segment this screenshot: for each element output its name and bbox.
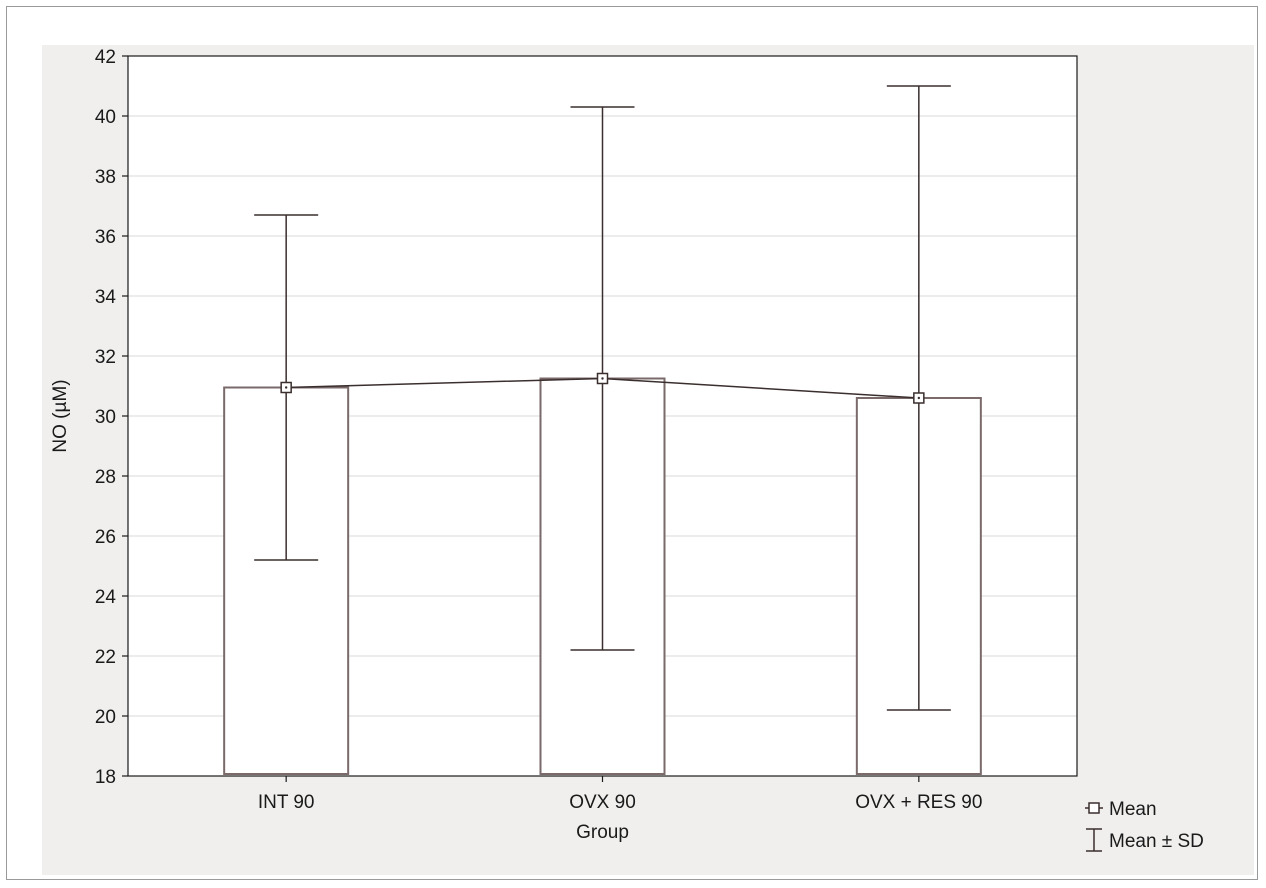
y-tick-label: 28: [95, 467, 116, 488]
x-tick-label: OVX 90: [569, 792, 636, 813]
legend: Mean Mean ± SD: [1085, 799, 1204, 852]
y-tick-label: 38: [95, 167, 116, 188]
y-tick-label: 34: [95, 287, 117, 308]
y-tick-label: 32: [95, 347, 116, 368]
y-tick-label: 18: [95, 767, 116, 788]
y-tick-label: 22: [95, 647, 116, 668]
x-tick-label: OVX + RES 90: [855, 792, 982, 813]
mean-line: [280, 372, 925, 404]
y-tick-label: 36: [95, 227, 116, 248]
y-axis-label: NO (µM): [50, 379, 71, 452]
y-tick-label: 24: [95, 587, 117, 608]
y-tick-label: 42: [95, 47, 116, 68]
mean-marker-dot: [601, 377, 604, 380]
mean-marker-dot: [917, 396, 921, 400]
y-tick-label: 26: [95, 527, 116, 548]
legend-mean-marker: [1088, 802, 1100, 814]
legend-label: Mean: [1109, 799, 1157, 820]
y-tick-label: 40: [95, 107, 116, 128]
y-tick-label: 30: [95, 407, 116, 428]
legend-label: Mean ± SD: [1109, 831, 1204, 852]
x-tick-label: INT 90: [258, 792, 315, 813]
bars: [223, 377, 982, 775]
x-ticks: INT 90 OVX 90 OVX + RES 90: [258, 776, 982, 813]
y-ticks: 18 20 22 24 26 28 30 32 34 36 38 40 42: [95, 47, 128, 788]
x-axis-label: Group: [576, 822, 629, 843]
mean-marker-dot: [284, 386, 288, 389]
y-tick-label: 20: [95, 707, 116, 728]
